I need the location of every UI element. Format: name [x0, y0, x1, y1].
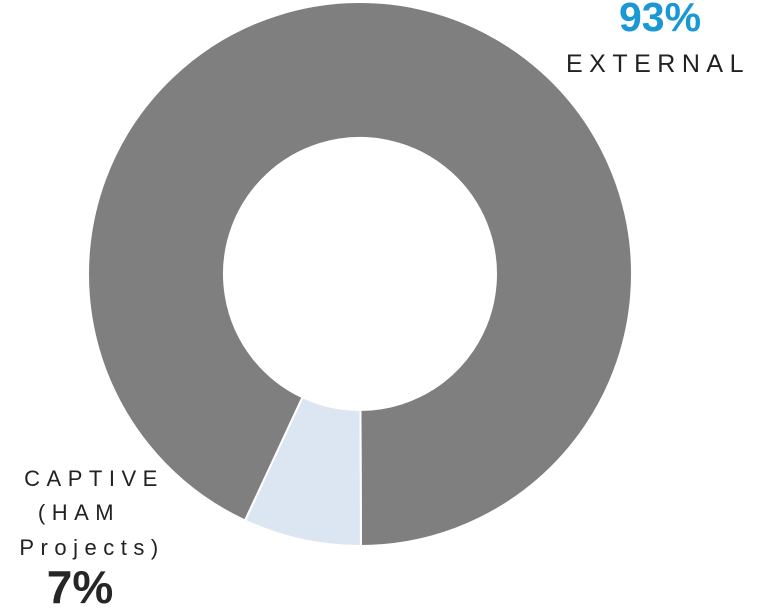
captive-name-label-line2: (HAM: [37, 500, 121, 525]
donut-slice-captive-ham-projects: [243, 395, 362, 547]
donut-slice-external: [87, 1, 633, 548]
captive-name-label-line1: CAPTIVE: [24, 466, 164, 491]
external-percent-label: 93%: [618, 0, 702, 40]
external-name-label: EXTERNAL: [566, 50, 750, 78]
captive-name-label-line3: Projects): [19, 535, 165, 560]
captive-percent-label: 7%: [46, 561, 114, 613]
